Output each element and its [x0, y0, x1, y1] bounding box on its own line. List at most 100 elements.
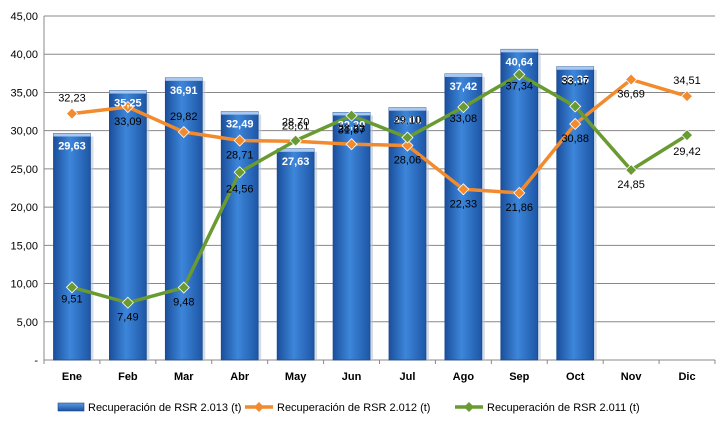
y-tick-label: 10,00 — [10, 279, 38, 291]
bar-value-label: 32,39 — [338, 119, 366, 131]
series-marker — [457, 101, 470, 114]
bar — [109, 90, 147, 361]
category-label: Oct — [566, 371, 585, 383]
bar-series — [53, 48, 597, 361]
category-label: Ene — [62, 371, 82, 383]
legend-swatch-marker — [254, 402, 264, 412]
line-value-label-2011: 29,42 — [673, 146, 701, 158]
line-value-label-2011: 7,49 — [117, 312, 138, 324]
series-marker — [625, 163, 638, 177]
bar-top-highlight — [389, 107, 426, 111]
y-tick-label: 5,00 — [17, 317, 38, 329]
series-marker — [345, 138, 358, 151]
category-label: Abr — [230, 371, 250, 383]
series-marker — [513, 186, 526, 199]
series-marker — [680, 129, 694, 142]
series-marker — [401, 139, 414, 152]
bar — [444, 73, 483, 361]
y-tick-label: - — [34, 355, 38, 367]
line-value-label-2011: 33,08 — [450, 113, 478, 125]
line-series — [65, 68, 694, 309]
legend: Recuperación de RSR 2.013 (t) Recuperació… — [57, 402, 640, 414]
line-value-label-2012: 21,86 — [506, 202, 534, 214]
legend-label: Recuperación de RSR 2.012 (t) — [277, 402, 430, 414]
series-marker — [401, 131, 414, 144]
series-marker — [177, 125, 190, 139]
bar-value-label: 29,63 — [58, 140, 86, 152]
category-label: Ago — [453, 371, 475, 383]
line-value-label-2011: 24,56 — [226, 183, 254, 195]
series-marker — [513, 68, 526, 81]
bar-top-highlight — [221, 111, 259, 115]
y-tick-label: 35,00 — [10, 87, 38, 99]
line-value-label-2012: 28,23 — [338, 123, 366, 135]
series-marker — [177, 281, 190, 294]
bar-value-label: 36,91 — [170, 85, 198, 97]
category-label: May — [285, 371, 307, 383]
bar-value-label: 33,01 — [394, 115, 422, 127]
series-marker — [65, 107, 79, 120]
line-value-label-2012: 28,71 — [226, 150, 254, 162]
bar-value-label: 27,63 — [282, 156, 310, 168]
line-value-label-2011: 28,70 — [282, 117, 310, 129]
line-value-label-2011: 29,10 — [394, 115, 422, 127]
legend-swatch-bar — [57, 402, 85, 412]
line-value-label-2012: 33,09 — [114, 116, 142, 128]
line-value-label-2012: 28,61 — [282, 120, 310, 132]
y-tick-label: 40,00 — [10, 49, 38, 61]
bar — [220, 111, 259, 361]
line-value-label-2012: 30,88 — [561, 133, 589, 145]
category-label: Jun — [342, 371, 362, 383]
y-tick-label: 30,00 — [10, 126, 38, 138]
bar — [500, 48, 539, 361]
line-value-label-2012: 22,33 — [450, 198, 478, 210]
bar-top-highlight — [556, 66, 594, 70]
line-value-label-2012: 34,51 — [673, 75, 701, 87]
series-marker — [569, 117, 582, 131]
line-value-label-2012: 32,23 — [58, 93, 86, 105]
series-marker — [345, 109, 358, 122]
series-line — [71, 72, 688, 305]
bar-top-highlight — [500, 49, 538, 53]
series-marker — [625, 73, 638, 86]
series-marker — [233, 166, 246, 179]
category-label: Nov — [621, 371, 643, 383]
series-marker — [233, 134, 246, 147]
bar-top-highlight — [109, 90, 147, 94]
line-value-label-2011: 24,85 — [617, 179, 645, 191]
category-label: Dic — [678, 371, 695, 383]
category-label: Sep — [509, 371, 529, 383]
bar-value-label: 32,49 — [226, 119, 254, 131]
line-value-label-2011: 31,97 — [338, 125, 366, 137]
data-labels: 29,63 35,25 36,91 32,49 27,63 32,39 33,01 37,42… — [58, 56, 701, 323]
series-marker — [65, 281, 79, 294]
line-value-label-2012: 36,69 — [617, 89, 645, 101]
line-value-label-2011: 37,34 — [506, 81, 534, 93]
line-value-label-2012: 28,06 — [394, 154, 422, 166]
gridlines — [44, 15, 715, 323]
legend-swatch-marker — [464, 402, 474, 412]
category-label: Mar — [174, 371, 194, 383]
axes: - 5,00 10,00 15,00 20,00 25,00 30,00 35,00 40,00… — [10, 11, 716, 383]
bar — [276, 148, 315, 361]
line-value-label-2011: 9,48 — [173, 297, 194, 309]
y-tick-label: 25,00 — [10, 164, 38, 176]
series-marker — [289, 134, 302, 147]
legend-label: Recuperación de RSR 2.013 (t) — [88, 402, 241, 414]
legend-label: Recuperación de RSR 2.011 (t) — [487, 402, 640, 414]
bar-top-highlight — [277, 148, 315, 152]
bar-top-highlight — [53, 133, 91, 137]
y-tick-label: 15,00 — [10, 240, 38, 252]
series-marker — [680, 90, 694, 103]
bar — [53, 133, 91, 361]
category-label: Jul — [400, 371, 416, 383]
series-marker — [121, 100, 134, 114]
line-value-label-2011: 33,17 — [561, 75, 589, 87]
series-marker — [569, 100, 582, 113]
y-tick-label: 45,00 — [10, 11, 38, 23]
bar-value-label: 35,25 — [114, 98, 142, 110]
category-label: Feb — [118, 371, 138, 383]
line-value-label-2011: 9,51 — [61, 293, 82, 305]
